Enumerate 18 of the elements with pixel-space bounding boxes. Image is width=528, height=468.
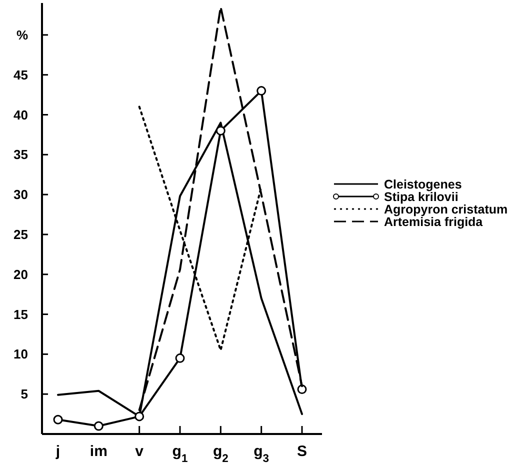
x-tick-label: g$_{1}$ (172, 443, 188, 465)
y-tick-label: 40 (14, 107, 28, 122)
x-tick-label: g$_{3}$ (254, 443, 270, 465)
x-tick-label: g$_{2}$ (212, 443, 228, 465)
legend-label: Cleistogenes (384, 177, 462, 192)
x-tick-label: im (90, 443, 108, 460)
x-tick-label: S (296, 443, 308, 460)
x-tick-label: v (135, 443, 144, 460)
y-tick-label: 25 (14, 227, 28, 242)
y-tick-label: % (16, 27, 28, 42)
y-tick-label: 45 (14, 67, 28, 82)
y-tick-label: 20 (14, 266, 28, 282)
y-tick-label: 10 (14, 346, 28, 362)
y-tick-label: 30 (14, 187, 28, 202)
x-tick-label: j (54, 443, 60, 460)
y-tick-label: 5 (20, 386, 28, 402)
y-tick-label: 15 (14, 306, 28, 322)
y-tick-label: 35 (14, 147, 28, 162)
